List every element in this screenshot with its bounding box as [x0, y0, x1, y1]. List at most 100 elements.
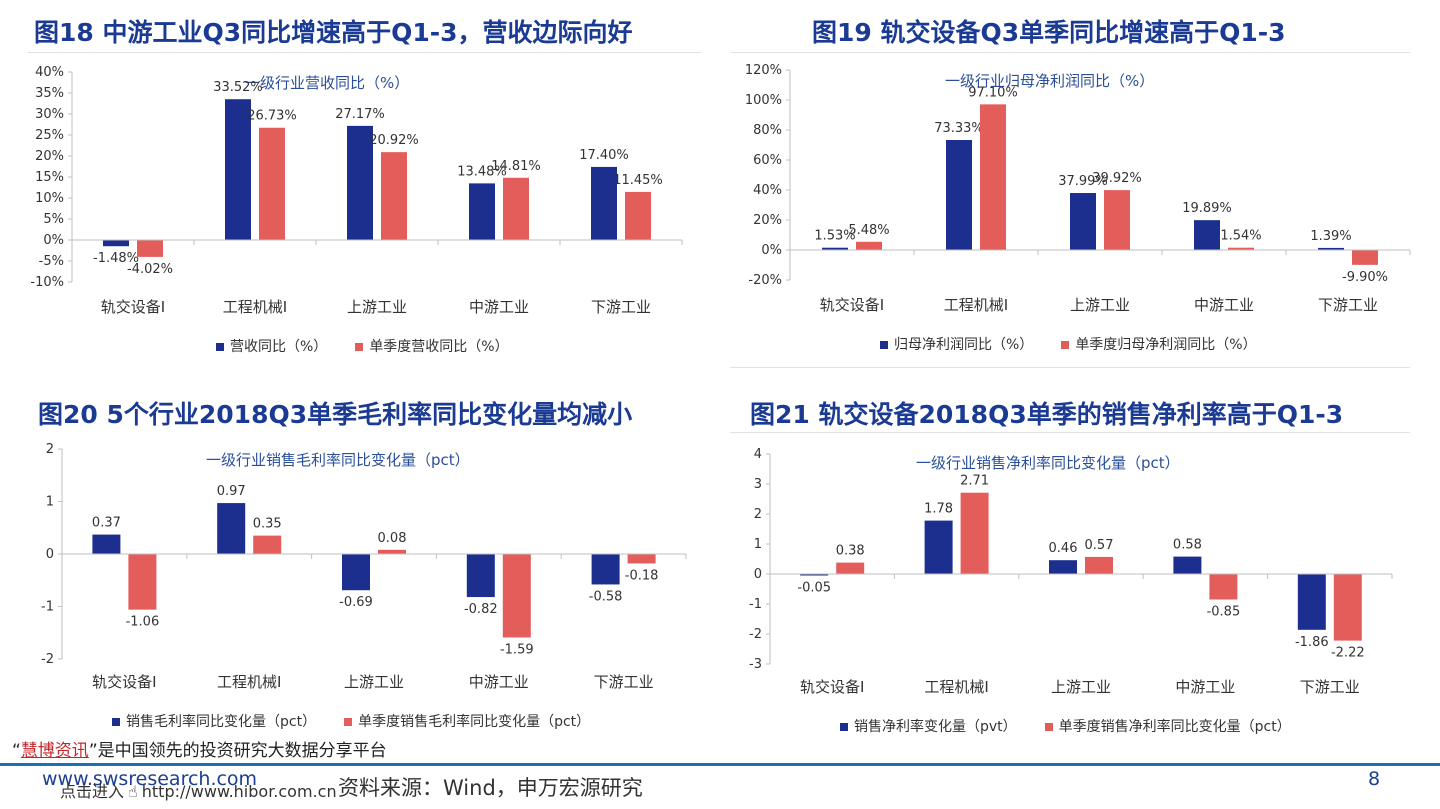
chart-title: 一级行业营收同比（%）: [245, 74, 409, 92]
bar-secondary: [259, 127, 285, 240]
bar-primary: [347, 125, 373, 240]
legend-swatch: [344, 718, 353, 726]
chart-21-legend: 销售净利率变化量（pvt） 单季度销售净利率同比变化量（pct）: [840, 716, 1319, 736]
page-number: 8: [1368, 768, 1381, 790]
chart-19-svg: -20% 0% 20% 40% 60% 80% 100% 120% 一级行业归母净利润同比（%）…: [745, 63, 1411, 314]
y-tick-label: -5%: [39, 254, 64, 269]
y-tick-label: 0: [754, 567, 762, 582]
pointer-icon: ☝: [128, 782, 138, 801]
y-tick-label: 35%: [35, 86, 64, 101]
data-label: 0.38: [836, 544, 865, 559]
legend-label: 营收同比（%）: [230, 339, 328, 355]
legend-item: 营收同比（%）: [216, 339, 327, 355]
bar-primary: [103, 240, 129, 247]
data-label: -1.86: [1295, 635, 1329, 650]
legend-label: 单季度营收同比（%）: [369, 339, 509, 355]
legend-swatch: [216, 343, 224, 351]
category-label: 上游工业: [1070, 296, 1130, 314]
bar-secondary: [1228, 247, 1254, 250]
title-underline: [730, 52, 1410, 53]
bar-primary: [466, 554, 495, 598]
y-tick-label: 80%: [753, 123, 782, 138]
y-tick-label: 2: [46, 442, 54, 457]
chart-19-legend: 归母净利润同比（%） 单季度归母净利润同比（%）: [880, 334, 1285, 354]
legend-label: 单季度归母净利润同比（%）: [1075, 337, 1257, 353]
data-label: -1.06: [126, 615, 160, 630]
data-label: 37.99%: [1058, 174, 1108, 189]
promo-line: “慧博资讯”是中国领先的投资研究大数据分享平台: [12, 736, 387, 761]
data-label: -0.18: [625, 568, 659, 583]
data-label: 73.33%: [934, 121, 984, 136]
bar-primary: [822, 247, 848, 250]
bar-primary: [1297, 574, 1326, 630]
figure-19-title: 图19 轨交设备Q3单季同比增速高于Q1-3: [812, 18, 1286, 47]
data-label: -9.90%: [1342, 270, 1388, 285]
bar-secondary: [128, 554, 157, 610]
category-label: 上游工业: [344, 673, 404, 691]
bar-primary: [1318, 247, 1344, 250]
category-label: 工程机械Ⅰ: [944, 296, 1008, 314]
legend-label: 单季度销售毛利率同比变化量（pct）: [358, 714, 591, 730]
legend-item: 单季度归母净利润同比（%）: [1061, 337, 1257, 353]
chart-panel-18: -10% -5% 0% 5% 10% 15% 20% 25% 30% 35% 40% 一级行业营收同比…: [20, 60, 700, 360]
category-label: 上游工业: [347, 298, 407, 316]
y-tick-label: 3: [754, 477, 762, 492]
promo-brand[interactable]: 慧博资讯: [20, 741, 89, 761]
category-label: 上游工业: [1051, 678, 1111, 696]
panel-divider: [730, 367, 1410, 368]
chart-20-svg: -2 -1 0 1 2 一级行业销售毛利率同比变化量（pct） 轨交设备Ⅰ 0.37 -1.06…: [41, 442, 687, 691]
data-label: -0.69: [339, 595, 373, 610]
chart-title: 一级行业销售净利率同比变化量（pct）: [916, 454, 1180, 472]
bar-primary: [924, 520, 953, 574]
footer-bar: [0, 763, 1440, 766]
bar-primary: [591, 166, 617, 240]
category-label: 中游工业: [1194, 296, 1254, 314]
hibor-url[interactable]: http://www.hibor.com.cn: [141, 782, 337, 801]
legend-swatch: [1061, 341, 1070, 349]
y-tick-label: -1: [41, 600, 54, 615]
promo-quote-open: “: [12, 741, 21, 761]
data-label: -2.22: [1331, 646, 1365, 661]
data-label: 5.48%: [848, 223, 889, 238]
bar-secondary: [1352, 250, 1378, 265]
category-label: 轨交设备Ⅰ: [800, 678, 864, 696]
y-tick-label: 100%: [745, 93, 782, 108]
figure-18-title: 图18 中游工业Q3同比增速高于Q1-3，营收边际向好: [34, 18, 633, 47]
sws-url[interactable]: www.swsresearch.com: [42, 768, 258, 790]
legend-item: 销售净利率变化量（pvt）: [840, 719, 1017, 735]
data-label: 19.89%: [1182, 201, 1232, 216]
bar-secondary: [381, 152, 407, 240]
category-label: 工程机械Ⅰ: [223, 298, 287, 316]
bar-secondary: [1085, 556, 1113, 574]
y-tick-label: 2: [754, 507, 762, 522]
bar-secondary: [960, 492, 989, 574]
chart-21-svg: -3 -2 -1 0 1 2 3 4 一级行业销售净利率同比变化量（pct） 轨交设备Ⅰ -0.05…: [749, 447, 1393, 696]
bar-secondary: [625, 191, 651, 240]
legend-item: 单季度销售毛利率同比变化量（pct）: [344, 714, 590, 730]
y-tick-label: 25%: [35, 128, 64, 143]
data-label: 27.17%: [335, 107, 385, 122]
chart-panel-21: -3 -2 -1 0 1 2 3 4 一级行业销售净利率同比变化量（pct） 轨交设备Ⅰ -0.05…: [730, 440, 1420, 745]
legend-label: 归母净利润同比（%）: [894, 337, 1034, 353]
data-label: 0.46: [1049, 541, 1078, 556]
figure-20-title: 图20 5个行业2018Q3单季毛利率同比变化量均减小: [38, 400, 633, 429]
legend-label: 销售净利率变化量（pvt）: [854, 719, 1017, 735]
bar-primary: [1049, 560, 1077, 574]
data-label: 0.58: [1173, 538, 1202, 553]
y-tick-label: 30%: [35, 107, 64, 122]
category-label: 轨交设备Ⅰ: [92, 673, 156, 691]
source-note: 资料来源：Wind，申万宏源研究: [338, 776, 643, 800]
legend-swatch: [112, 718, 120, 726]
y-tick-label: 20%: [35, 149, 64, 164]
bar-primary: [217, 503, 246, 554]
y-tick-label: 0%: [43, 233, 64, 248]
click-enter-text: 点击进入: [60, 782, 125, 801]
bar-secondary: [980, 104, 1006, 250]
hibor-link[interactable]: 点击进入 ☝ http://www.hibor.com.cn: [60, 778, 337, 802]
y-tick-label: 0%: [761, 243, 782, 258]
data-label: 11.45%: [613, 173, 663, 188]
legend-item: 单季度营收同比（%）: [355, 339, 509, 355]
bar-primary: [92, 534, 121, 554]
data-label: 2.71: [960, 474, 989, 489]
bar-primary: [1070, 193, 1096, 250]
